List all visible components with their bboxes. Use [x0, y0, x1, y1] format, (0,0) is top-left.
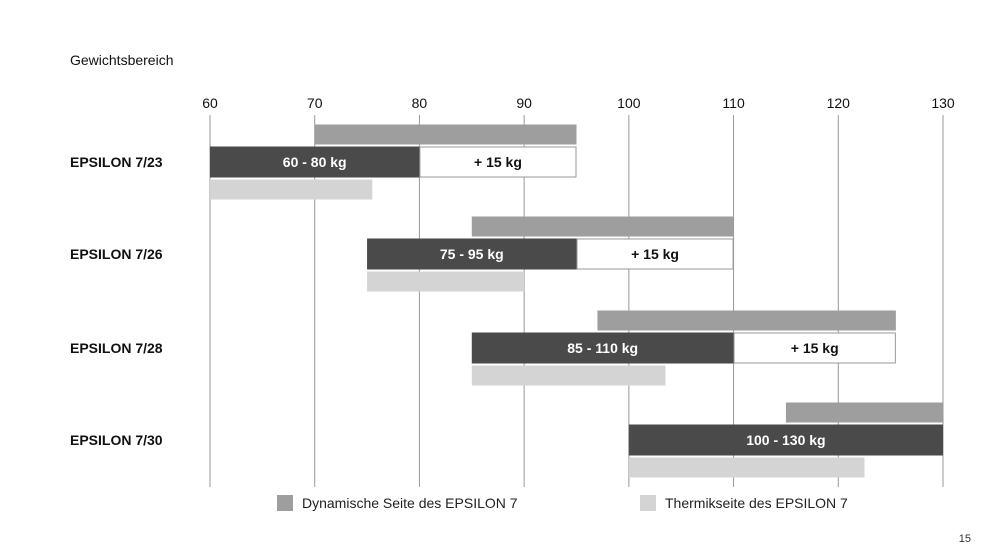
tick-label-70: 70 — [307, 95, 323, 111]
extra-label-epsilon-7-28: + 15 kg — [791, 340, 839, 356]
legend-label-dynamic: Dynamische Seite des EPSILON 7 — [302, 495, 518, 511]
weight-label-epsilon-7-28: 85 - 110 kg — [567, 340, 638, 356]
weight-label-epsilon-7-23: 60 - 80 kg — [283, 154, 347, 170]
thermal-bar-epsilon-7-30 — [628, 457, 865, 478]
chart-title: Gewichtsbereich — [70, 52, 174, 68]
weight-bar-epsilon-7-26 — [367, 238, 577, 270]
row-label-epsilon-7-23: EPSILON 7/23 — [70, 154, 163, 170]
row-label-epsilon-7-30: EPSILON 7/30 — [70, 432, 163, 448]
weight-bar-epsilon-7-28 — [471, 332, 734, 364]
tick-label-110: 110 — [722, 95, 745, 111]
legend-label-thermal: Thermikseite des EPSILON 7 — [665, 495, 848, 511]
dynamic-bar-epsilon-7-30 — [785, 402, 943, 423]
tick-label-90: 90 — [516, 95, 532, 111]
row-label-epsilon-7-28: EPSILON 7/28 — [70, 340, 163, 356]
legend-swatch-thermal — [640, 495, 656, 511]
page-number: 15 — [958, 533, 971, 545]
tick-label-60: 60 — [202, 95, 218, 111]
legend-swatch-dynamic — [277, 495, 293, 511]
dynamic-bar-epsilon-7-26 — [471, 216, 734, 237]
extra-bar-epsilon-7-28 — [733, 332, 896, 364]
tick-label-130: 130 — [931, 95, 955, 111]
weight-bar-epsilon-7-23 — [210, 146, 420, 178]
thermal-bar-epsilon-7-28 — [471, 365, 666, 386]
row-label-epsilon-7-26: EPSILON 7/26 — [70, 246, 163, 262]
thermal-bar-epsilon-7-26 — [367, 271, 525, 292]
dynamic-bar-epsilon-7-23 — [314, 124, 577, 145]
weight-label-epsilon-7-26: 75 - 95 kg — [440, 246, 504, 262]
extra-bar-epsilon-7-23 — [419, 146, 577, 178]
extra-label-epsilon-7-26: + 15 kg — [631, 246, 679, 262]
tick-label-120: 120 — [827, 95, 851, 111]
weight-label-epsilon-7-30: 100 - 130 kg — [746, 432, 825, 448]
tick-label-100: 100 — [617, 95, 641, 111]
tick-label-80: 80 — [412, 95, 428, 111]
dynamic-bar-epsilon-7-28 — [597, 310, 896, 331]
thermal-bar-epsilon-7-23 — [210, 179, 373, 200]
extra-label-epsilon-7-23: + 15 kg — [474, 154, 522, 170]
weight-bar-epsilon-7-30 — [628, 424, 943, 456]
extra-bar-epsilon-7-26 — [576, 238, 734, 270]
